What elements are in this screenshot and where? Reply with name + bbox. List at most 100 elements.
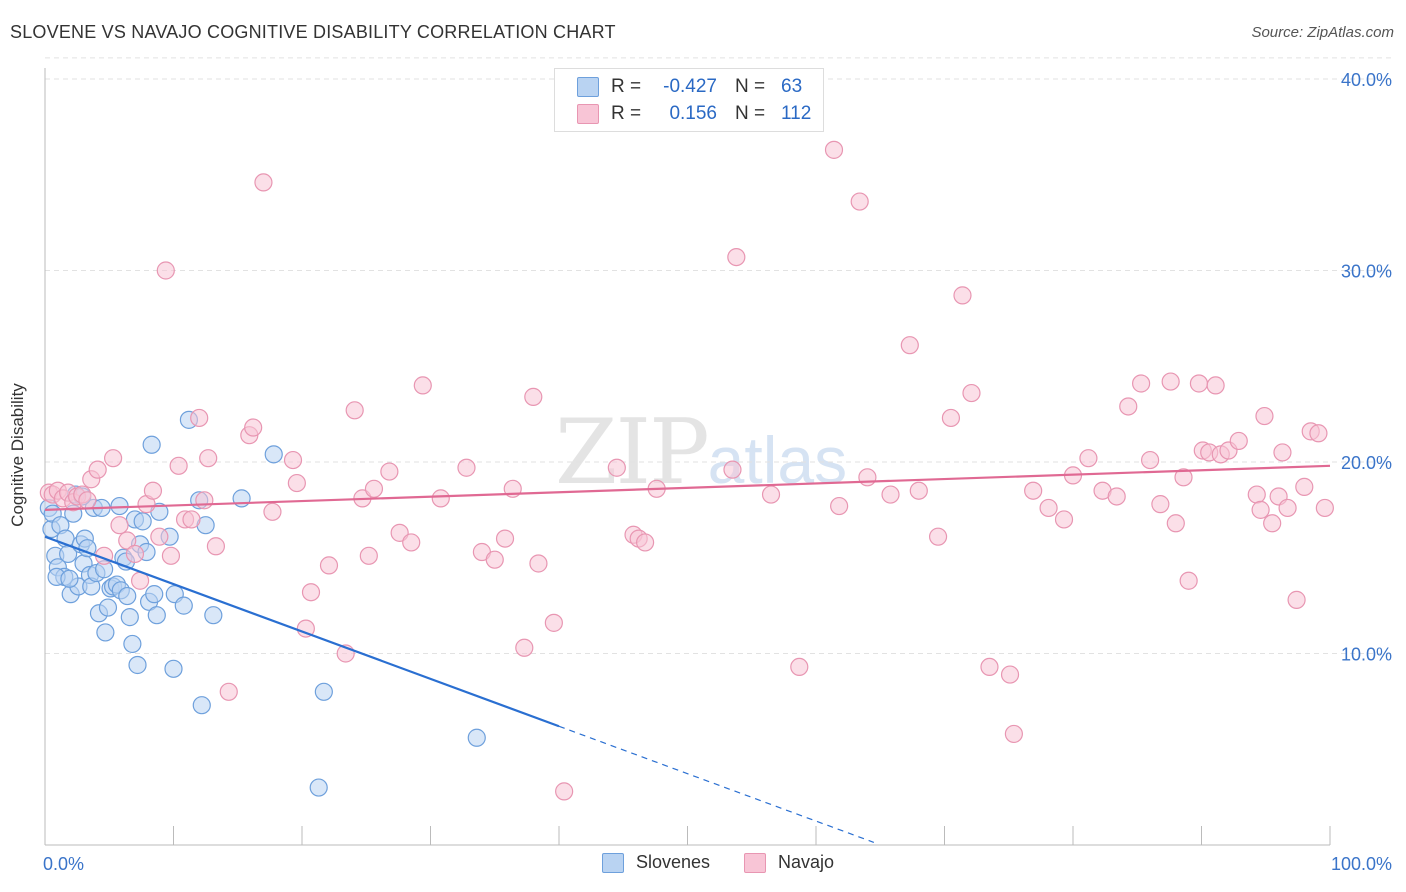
navajo-point bbox=[457, 458, 476, 477]
navajo-point bbox=[364, 479, 384, 498]
navajo-point bbox=[1161, 372, 1180, 391]
navajo-point bbox=[402, 533, 421, 552]
slovenes-trend-extension bbox=[558, 725, 875, 843]
navajo-point bbox=[830, 496, 849, 516]
navajo-point bbox=[1315, 498, 1334, 518]
navajo-point bbox=[161, 546, 181, 565]
slovene-point bbox=[120, 608, 139, 627]
slovene-point bbox=[314, 682, 333, 701]
slovene-point bbox=[147, 606, 166, 625]
navajo-point bbox=[1179, 571, 1198, 590]
slovene-point bbox=[192, 696, 211, 715]
y-tick-label: 20.0% bbox=[1341, 453, 1392, 473]
navajo-point bbox=[1166, 514, 1185, 533]
navajo-point bbox=[199, 449, 218, 468]
slovene-point bbox=[164, 659, 183, 678]
slovene-point bbox=[309, 778, 328, 797]
navajo-point bbox=[1054, 510, 1074, 529]
correlation-legend: R = -0.427 N = 63 R = 0.156 N = 112 bbox=[554, 68, 824, 132]
navajo-point bbox=[962, 383, 981, 403]
navajo-point bbox=[953, 286, 972, 305]
gridlines bbox=[45, 57, 1392, 654]
navajo-point bbox=[1132, 374, 1151, 393]
navajo-point bbox=[319, 556, 339, 575]
slovene-point bbox=[174, 596, 193, 615]
legend-row-navajo: R = 0.156 N = 112 bbox=[577, 101, 811, 127]
navajo-point bbox=[900, 336, 919, 355]
navajo-point bbox=[1287, 590, 1306, 609]
navajo-point bbox=[1004, 724, 1023, 744]
navajo-point bbox=[1278, 498, 1297, 518]
trend-lines bbox=[44, 464, 1331, 843]
slovene-point bbox=[96, 623, 115, 642]
navajo-point bbox=[169, 456, 188, 475]
navajo-point bbox=[1151, 495, 1170, 514]
slovene-point bbox=[123, 634, 142, 654]
navajo-point bbox=[881, 485, 900, 504]
navajo-point bbox=[858, 468, 877, 487]
navajo-point bbox=[88, 460, 107, 479]
navajo-point bbox=[928, 527, 948, 546]
navajo-point bbox=[1119, 397, 1138, 416]
navajo-point bbox=[118, 531, 137, 550]
x-tick-label-start: 0.0% bbox=[43, 854, 84, 874]
navajo-point bbox=[150, 527, 169, 546]
navajo-point bbox=[495, 529, 515, 548]
navajo-point bbox=[909, 481, 928, 500]
navajo-point bbox=[1079, 449, 1098, 468]
legend-label-navajo: Navajo bbox=[778, 852, 835, 872]
legend-item-slovenes: Slovenes bbox=[602, 852, 710, 873]
navajo-point bbox=[1189, 374, 1209, 393]
navajo-point bbox=[345, 401, 364, 420]
axes bbox=[44, 68, 1331, 846]
y-tick-label: 40.0% bbox=[1341, 70, 1392, 90]
navajo-point bbox=[104, 449, 123, 468]
navajo-point bbox=[143, 481, 163, 500]
legend-item-navajo: Navajo bbox=[744, 852, 834, 873]
navajo-point bbox=[1229, 431, 1248, 451]
slovene-point bbox=[264, 445, 283, 464]
slovene-point bbox=[98, 598, 118, 617]
navajo-point bbox=[413, 376, 432, 395]
navajo-point bbox=[635, 533, 655, 552]
slovene-point bbox=[467, 728, 486, 747]
navajo-point bbox=[301, 583, 321, 602]
navajo-point bbox=[1024, 481, 1043, 500]
navajo-point bbox=[544, 613, 563, 632]
navajo-point bbox=[607, 458, 626, 477]
navajo-point bbox=[529, 554, 548, 573]
legend-label-slovenes: Slovenes bbox=[636, 852, 711, 872]
navajo-point bbox=[761, 485, 781, 504]
navajo-point bbox=[206, 537, 226, 556]
navajo-point bbox=[283, 450, 303, 470]
slovene-point bbox=[204, 606, 223, 625]
navajo-point bbox=[182, 510, 201, 529]
navajo-point bbox=[359, 546, 378, 565]
navajo-point bbox=[78, 491, 97, 510]
slovenes-swatch bbox=[577, 77, 599, 97]
navajo-point bbox=[485, 550, 504, 569]
navajo-point bbox=[1140, 450, 1160, 470]
navajo-points bbox=[39, 140, 1334, 801]
navajo-swatch bbox=[744, 852, 766, 873]
navajo-point bbox=[555, 782, 574, 801]
navajo-point bbox=[1255, 406, 1274, 426]
navajo-point bbox=[263, 502, 282, 521]
navajo-point bbox=[244, 418, 263, 437]
legend-r-label: R = bbox=[611, 76, 642, 97]
navajo-point bbox=[1309, 424, 1328, 443]
navajo-point bbox=[941, 408, 961, 428]
navajo-point bbox=[1263, 514, 1282, 533]
navajo-point bbox=[1251, 500, 1270, 519]
navajo-point bbox=[190, 408, 209, 428]
legend-n-value: 112 bbox=[781, 103, 812, 124]
legend-n-label: N = bbox=[735, 103, 766, 124]
slovene-point bbox=[128, 655, 147, 675]
navajo-point bbox=[1000, 665, 1020, 684]
navajo-point bbox=[254, 173, 273, 192]
slovenes-trend-line bbox=[44, 535, 560, 728]
source-label: Source: ZipAtlas.com bbox=[1251, 24, 1394, 41]
slovene-point bbox=[145, 585, 164, 604]
chart-title: SLOVENE VS NAVAJO COGNITIVE DISABILITY C… bbox=[10, 22, 616, 42]
